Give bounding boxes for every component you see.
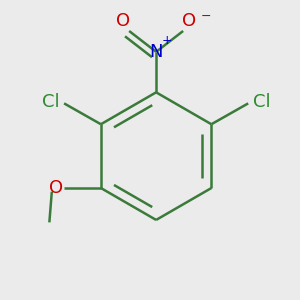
Text: −: − bbox=[201, 10, 212, 23]
Text: O: O bbox=[116, 12, 130, 30]
Text: Cl: Cl bbox=[253, 93, 271, 111]
Text: N: N bbox=[149, 43, 163, 61]
Text: O: O bbox=[49, 179, 63, 197]
Text: Cl: Cl bbox=[41, 93, 59, 111]
Text: +: + bbox=[161, 34, 172, 47]
Text: O: O bbox=[182, 12, 196, 30]
